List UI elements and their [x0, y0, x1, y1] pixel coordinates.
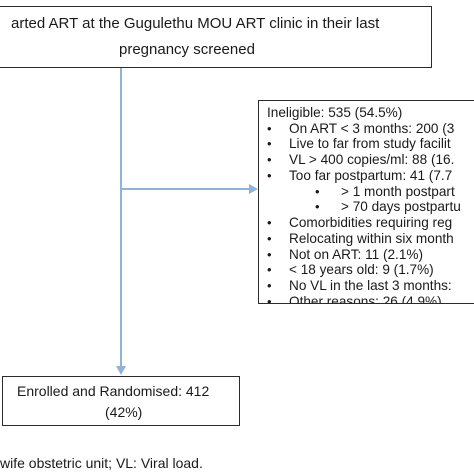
ineligible-item: < 18 years old: 9 (1.7%) [289, 262, 434, 278]
ineligible-subitem: > 1 month postpart [341, 183, 455, 199]
bullet-marker: • [267, 120, 272, 136]
main-connector-line [120, 68, 122, 366]
ineligible-subitem: > 70 days postpartu [341, 199, 461, 215]
ineligible-connector-line [121, 188, 249, 190]
screened-text-line2: pregnancy screened [119, 41, 255, 58]
ineligible-connector-arrowhead [249, 184, 258, 194]
enrolled-text-line2: (42%) [105, 404, 143, 420]
ineligible-item: Too far postpartum: 41 (7.7 [289, 167, 453, 183]
screened-box: arted ART at the Gugulethu MOU ART clini… [0, 6, 432, 68]
ineligible-item: No VL in the last 3 months: [289, 277, 452, 293]
ineligible-box: Ineligible: 535 (54.5%) • On ART < 3 mon… [258, 100, 474, 304]
enrolled-box: Enrolled and Randomised: 412 (42%) [2, 376, 240, 426]
sub-bullet-marker: • [315, 183, 320, 199]
ineligible-item: Not on ART: 11 (2.1%) [289, 246, 423, 262]
sub-bullet-marker: • [315, 199, 320, 215]
bullet-marker: • [267, 230, 272, 246]
ineligible-item: Relocating within six month [289, 230, 454, 246]
bullet-marker: • [267, 277, 272, 293]
bullet-marker: • [267, 262, 272, 278]
ineligible-item: VL > 400 copies/ml: 88 (16. [289, 152, 455, 168]
ineligible-header: Ineligible: 535 (54.5%) [267, 105, 403, 120]
bullet-marker: • [267, 293, 272, 304]
screened-text-line1: arted ART at the Gugulethu MOU ART clini… [11, 15, 380, 32]
bullet-marker: • [267, 167, 272, 183]
bullet-marker: • [267, 246, 272, 262]
bullet-marker: • [267, 215, 272, 231]
footnote: wife obstetric unit; VL: Viral load. [0, 455, 203, 471]
ineligible-item: On ART < 3 months: 200 (3 [289, 120, 455, 136]
bullet-marker: • [267, 136, 272, 152]
ineligible-item: Other reasons: 26 (4.9%) [289, 293, 442, 304]
ineligible-item: Comorbidities requiring reg [289, 215, 453, 231]
ineligible-item: Live to far from study facilit [289, 136, 451, 152]
enrolled-text-line1: Enrolled and Randomised: 412 [17, 383, 210, 399]
bullet-marker: • [267, 152, 272, 168]
main-connector-arrowhead [116, 366, 126, 375]
